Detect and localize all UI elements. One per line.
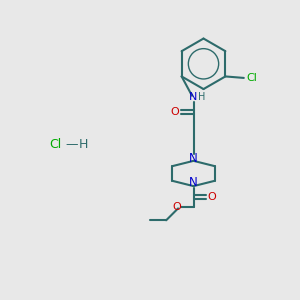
Text: Cl: Cl — [49, 138, 61, 151]
Text: —: — — [65, 138, 77, 151]
Text: N: N — [189, 92, 198, 102]
Text: O: O — [170, 107, 179, 117]
Text: N: N — [189, 152, 198, 165]
Text: O: O — [173, 202, 182, 212]
Text: O: O — [208, 192, 217, 202]
Text: N: N — [189, 176, 198, 189]
Text: Cl: Cl — [247, 73, 258, 83]
Text: H: H — [198, 92, 205, 102]
Text: H: H — [78, 138, 88, 151]
